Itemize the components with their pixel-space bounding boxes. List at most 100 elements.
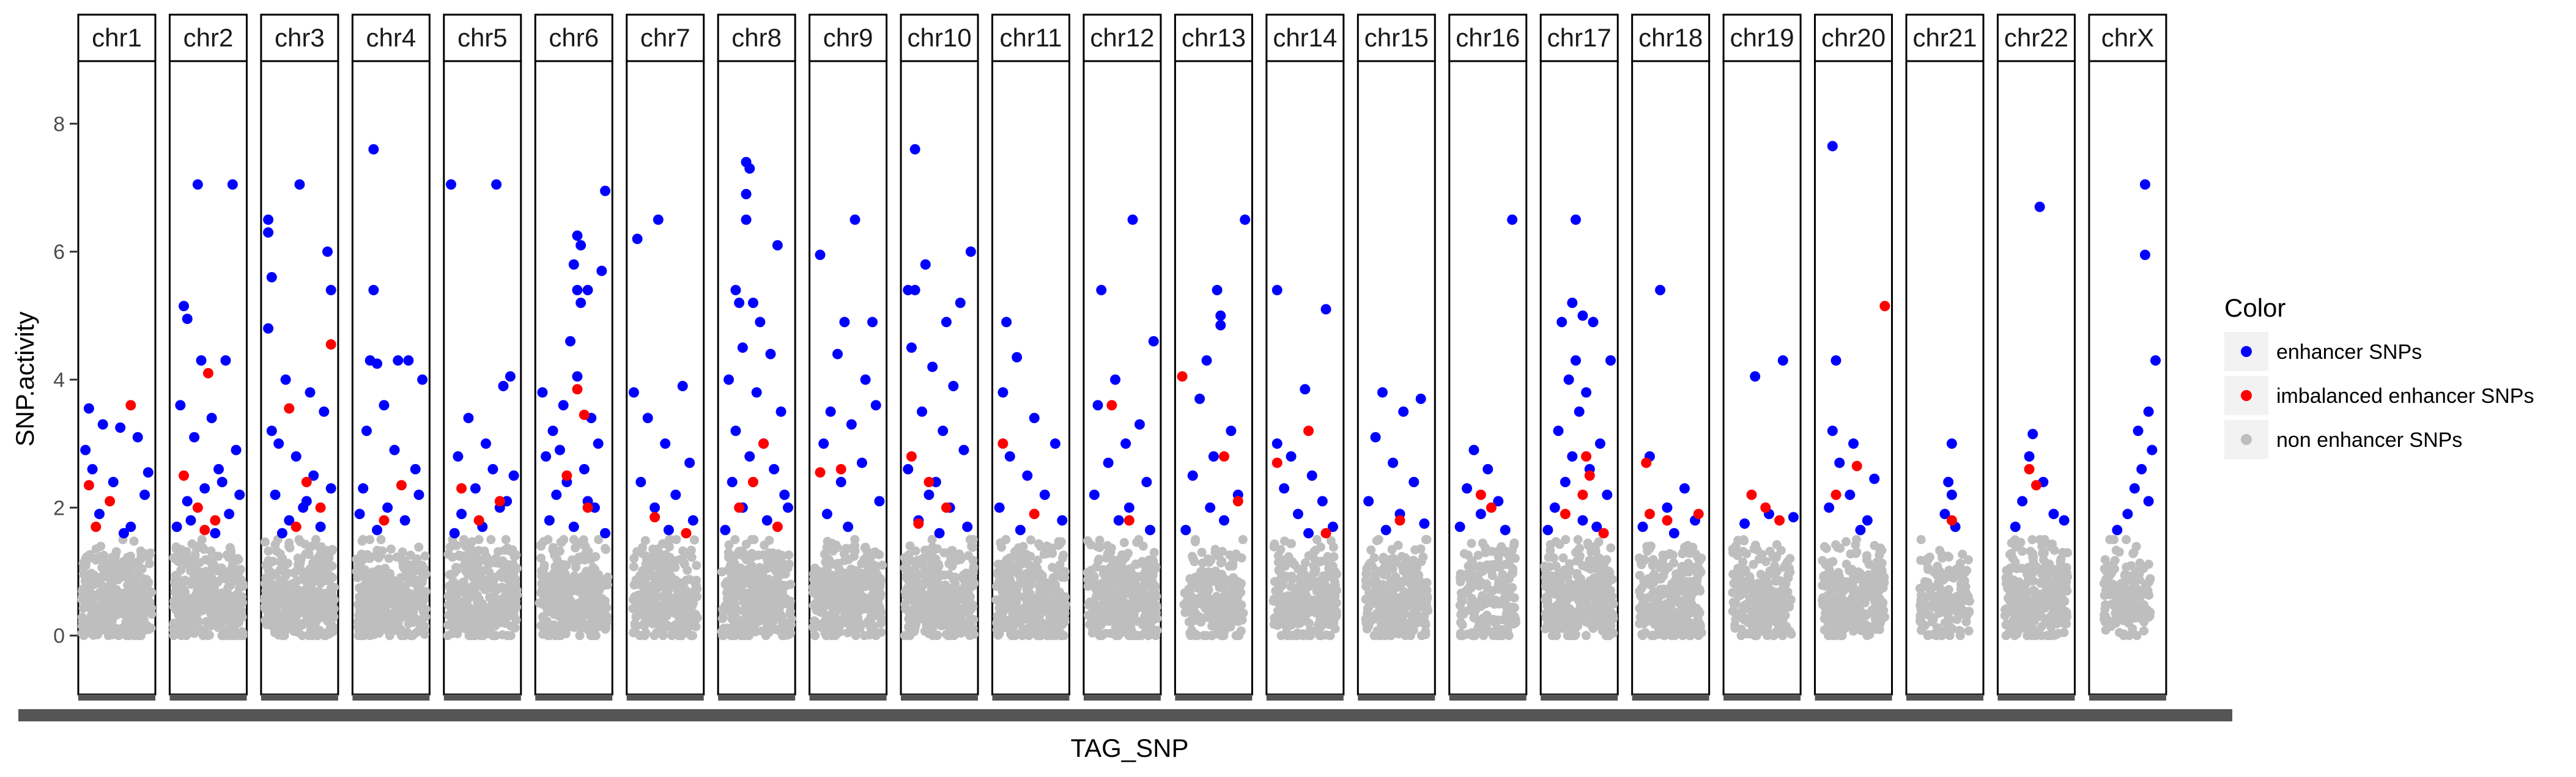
point-non-enhancer <box>1467 594 1476 603</box>
point-non-enhancer <box>579 551 589 561</box>
point-non-enhancer <box>1141 608 1151 618</box>
point-non-enhancer <box>834 621 844 631</box>
point-non-enhancer <box>311 535 320 545</box>
point-non-enhancer <box>488 580 498 589</box>
point-non-enhancer <box>322 576 331 586</box>
point-non-enhancer <box>1405 560 1415 570</box>
point-non-enhancer <box>775 624 785 634</box>
point-non-enhancer <box>1390 595 1399 605</box>
point-non-enhancer <box>213 620 223 630</box>
point-non-enhancer <box>684 596 694 606</box>
point-non-enhancer <box>1188 551 1197 561</box>
point-non-enhancer <box>1199 567 1208 577</box>
point-non-enhancer <box>359 615 369 625</box>
point-non-enhancer <box>1286 539 1295 548</box>
point-non-enhancer <box>1470 562 1479 572</box>
point-non-enhancer <box>1361 579 1371 589</box>
point-non-enhancer <box>376 535 386 545</box>
point-non-enhancer <box>905 630 914 640</box>
point-non-enhancer <box>385 631 394 641</box>
point-non-enhancer <box>1026 535 1035 545</box>
point-non-enhancer <box>235 564 245 574</box>
point-non-enhancer <box>967 542 977 551</box>
point-non-enhancer <box>78 569 88 579</box>
point-non-enhancer <box>1039 550 1049 559</box>
point-non-enhancer <box>771 576 781 586</box>
point-non-enhancer <box>634 594 643 603</box>
point-non-enhancer <box>997 606 1007 616</box>
point-non-enhancer <box>640 536 650 545</box>
point-non-enhancer <box>866 616 876 625</box>
point-non-enhancer <box>956 554 966 564</box>
point-non-enhancer <box>563 616 572 626</box>
point-non-enhancer <box>201 617 211 627</box>
point-non-enhancer <box>1048 573 1058 583</box>
point-non-enhancer <box>735 583 745 592</box>
point-non-enhancer <box>1040 606 1050 616</box>
point-non-enhancer <box>1092 542 1102 551</box>
point-non-enhancer <box>1053 587 1063 597</box>
point-non-enhancer <box>495 610 505 620</box>
point-non-enhancer <box>823 554 833 564</box>
point-non-enhancer <box>1216 558 1226 568</box>
point-non-enhancer <box>97 563 107 573</box>
point-non-enhancer <box>188 576 198 586</box>
point-non-enhancer <box>190 627 200 637</box>
non-enhancer-points-chr7 <box>628 535 702 641</box>
point-non-enhancer <box>812 565 821 575</box>
point-non-enhancer <box>224 604 234 614</box>
point-non-enhancer <box>470 562 480 572</box>
point-non-enhancer <box>304 550 314 559</box>
facet-chr7: chr7 <box>626 13 705 701</box>
point-non-enhancer <box>774 594 783 604</box>
point-non-enhancer <box>1274 565 1284 575</box>
panel-axis-chr17 <box>1541 694 1618 701</box>
point-non-enhancer <box>1138 541 1148 551</box>
panel-axis-chr5 <box>443 694 521 701</box>
point-non-enhancer <box>904 550 914 560</box>
point-non-enhancer <box>469 631 479 641</box>
point-non-enhancer <box>911 583 920 592</box>
point-non-enhancer <box>1005 553 1015 563</box>
point-non-enhancer <box>97 617 106 627</box>
point-non-enhancer <box>225 579 235 589</box>
point-non-enhancer <box>640 619 650 629</box>
point-non-enhancer <box>1286 598 1296 608</box>
facet-chr11: chr11 <box>991 13 1070 701</box>
point-non-enhancer <box>1311 608 1321 618</box>
point-non-enhancer <box>646 586 656 595</box>
point-non-enhancer <box>1024 623 1034 633</box>
point-non-enhancer <box>511 580 520 589</box>
point-non-enhancer <box>678 607 688 617</box>
point-non-enhancer <box>774 584 784 594</box>
point-non-enhancer <box>1468 631 1478 641</box>
point-non-enhancer <box>581 598 591 608</box>
point-non-enhancer <box>326 622 336 632</box>
point-non-enhancer <box>300 539 310 549</box>
non-enhancer-points-chr5 <box>443 535 522 641</box>
point-non-enhancer <box>1330 624 1340 633</box>
point-non-enhancer <box>1463 550 1473 560</box>
point-non-enhancer <box>946 587 955 597</box>
point-non-enhancer <box>228 623 238 633</box>
point-non-enhancer <box>769 602 779 612</box>
point-non-enhancer <box>1481 548 1490 558</box>
point-non-enhancer <box>352 554 361 564</box>
point-non-enhancer <box>111 591 120 600</box>
point-non-enhancer <box>379 587 388 597</box>
point-non-enhancer <box>675 625 685 635</box>
point-non-enhancer <box>80 576 90 586</box>
facet-chr2: chr2 <box>168 13 248 701</box>
point-non-enhancer <box>1298 604 1308 614</box>
point-non-enhancer <box>187 600 197 610</box>
point-non-enhancer <box>573 603 583 613</box>
point-non-enhancer <box>355 622 365 632</box>
point-non-enhancer <box>369 609 379 619</box>
point-non-enhancer <box>1416 544 1426 554</box>
point-non-enhancer <box>1012 561 1022 570</box>
point-non-enhancer <box>810 622 820 632</box>
point-non-enhancer <box>365 535 375 545</box>
point-non-enhancer <box>742 630 752 639</box>
point-non-enhancer <box>267 556 276 566</box>
point-non-enhancer <box>1186 627 1196 636</box>
